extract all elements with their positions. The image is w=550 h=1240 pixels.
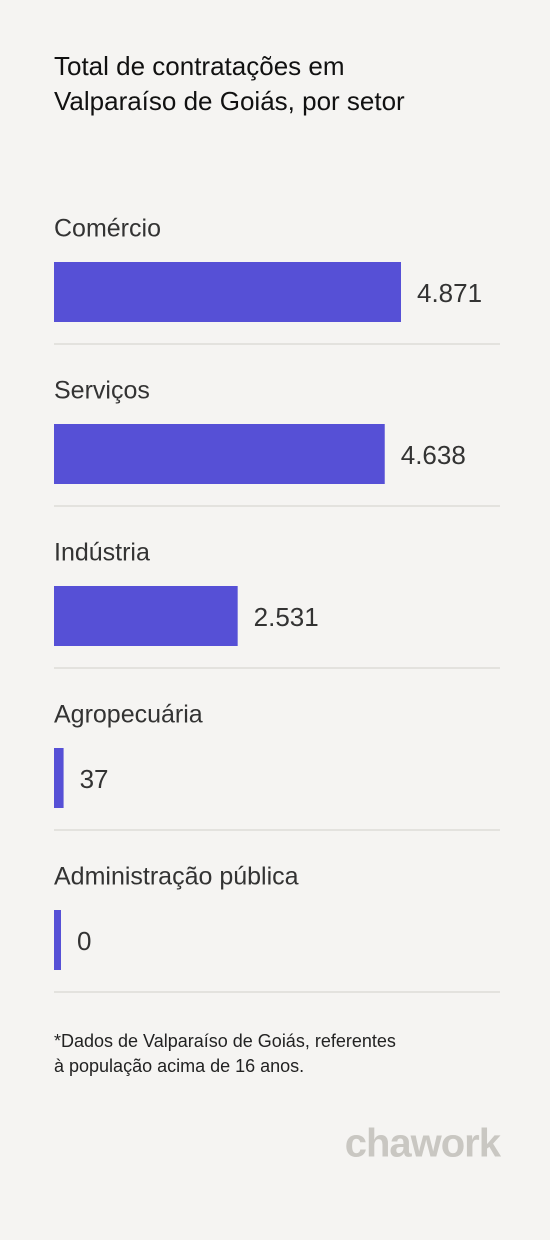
footnote: *Dados de Valparaíso de Goiás, referente… (54, 1031, 396, 1051)
category-label: Agropecuária (54, 701, 203, 729)
category-label: Indústria (54, 539, 150, 567)
value-label: 0 (77, 926, 91, 956)
category-label: Administração pública (54, 863, 299, 891)
bar (54, 262, 401, 322)
value-label: 4.871 (417, 278, 482, 308)
chart-title: Valparaíso de Goiás, por setor (54, 86, 405, 116)
bar (54, 748, 64, 808)
bar (54, 586, 238, 646)
bar (54, 910, 61, 970)
category-label: Serviços (54, 377, 150, 405)
footnote: à população acima de 16 anos. (54, 1056, 304, 1076)
category-label: Comércio (54, 215, 161, 243)
bar (54, 424, 385, 484)
value-label: 37 (80, 764, 109, 794)
chart-title: Total de contratações em (54, 51, 345, 81)
value-label: 4.638 (401, 440, 466, 470)
value-label: 2.531 (254, 602, 319, 632)
brand-logo: chawork (345, 1122, 502, 1166)
